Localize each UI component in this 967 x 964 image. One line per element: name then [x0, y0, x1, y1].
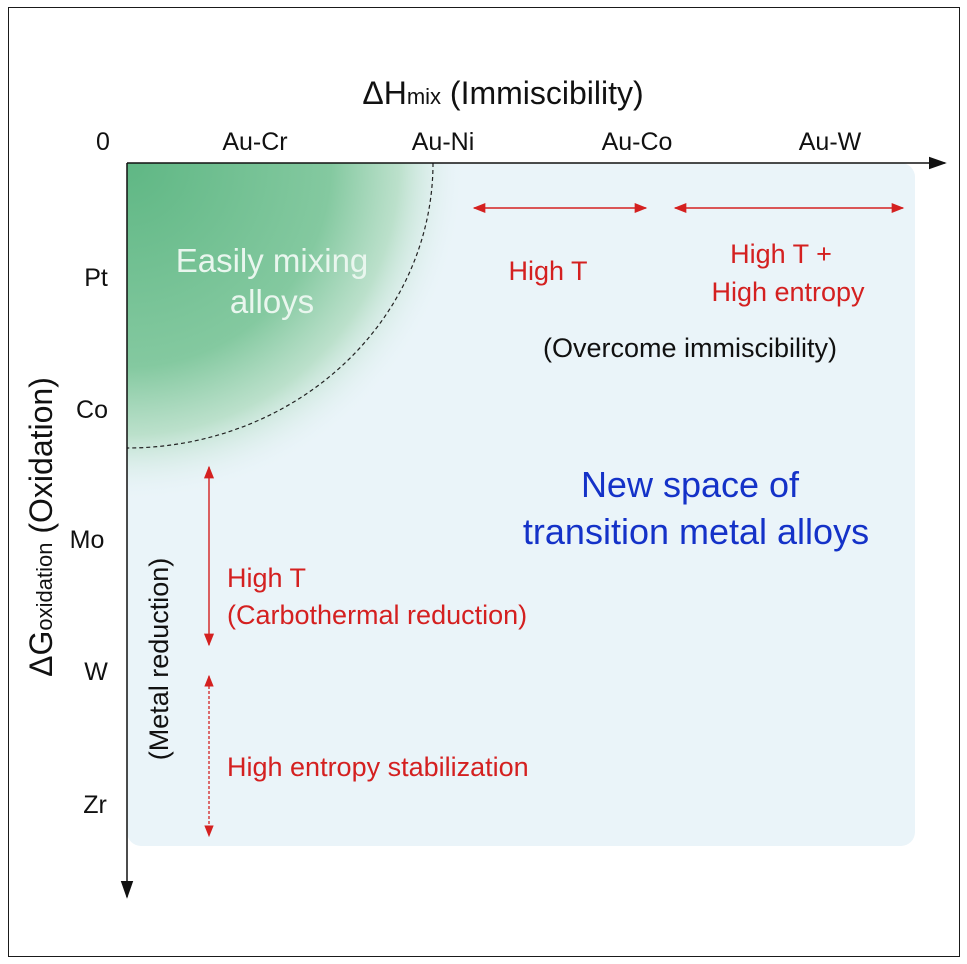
high-t-entropy-label-2: High entropy — [711, 277, 865, 307]
y-tick-pt: Pt — [84, 264, 108, 292]
y-tick-mo: Mo — [70, 526, 105, 554]
y-tick-co: Co — [76, 396, 108, 424]
overcome-label: (Overcome immiscibility) — [543, 333, 837, 363]
new-space-label-1: New space of — [581, 464, 800, 505]
easy-mixing-label-1: Easily mixing — [176, 242, 369, 279]
y-tick-zr: Zr — [83, 791, 107, 819]
origin-label: 0 — [96, 128, 110, 156]
x-tick-au-cr: Au-Cr — [222, 128, 287, 156]
new-space-label-2: transition metal alloys — [523, 511, 869, 552]
high-t-y-label-1: High T — [227, 563, 306, 593]
easy-mixing-label-2: alloys — [230, 283, 314, 320]
high-t-x-label: High T — [508, 256, 587, 286]
x-tick-au-w: Au-W — [799, 128, 862, 156]
x-tick-au-co: Au-Co — [602, 128, 673, 156]
y-axis-title: ΔGoxidation (Oxidation) — [23, 377, 59, 677]
x-axis-title: ΔHmix (Immiscibility) — [362, 75, 643, 111]
figure-frame — [8, 7, 960, 957]
high-t-y-label-2: (Carbothermal reduction) — [227, 600, 527, 630]
mixing-boundary — [126, 162, 434, 449]
y-tick-w: W — [84, 658, 108, 686]
high-t-entropy-label-1: High T + — [730, 239, 832, 269]
easy-mixing-region — [127, 163, 607, 633]
x-tick-au-ni: Au-Ni — [412, 128, 475, 156]
metal-reduction-label: (Metal reduction) — [144, 558, 174, 761]
high-entropy-stab-label: High entropy stabilization — [227, 752, 529, 782]
